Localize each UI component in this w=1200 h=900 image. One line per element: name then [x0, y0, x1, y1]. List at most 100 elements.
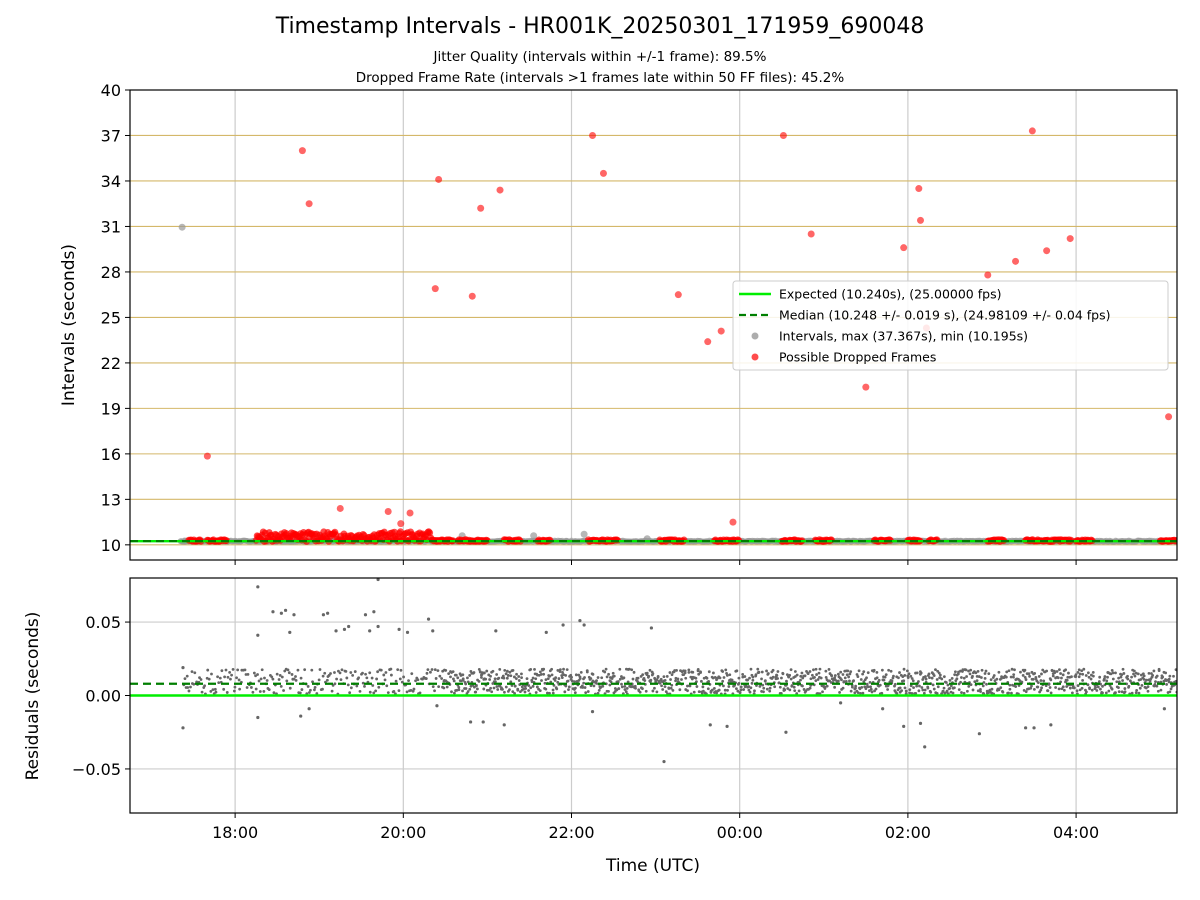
dropped-frame-point	[915, 185, 923, 193]
residual-point	[699, 671, 703, 674]
residual-point	[768, 686, 772, 690]
legend-dropped-swatch	[751, 353, 759, 361]
residual-point	[724, 668, 728, 672]
residual-point	[1036, 685, 1040, 689]
residual-point	[907, 672, 911, 676]
residual-point	[476, 687, 479, 691]
residual-point	[299, 714, 303, 718]
residual-point	[1012, 675, 1015, 679]
residual-point	[1078, 672, 1082, 676]
residual-point	[1021, 674, 1025, 677]
residual-point	[753, 689, 756, 693]
residual-point	[904, 692, 908, 695]
residual-point	[277, 678, 281, 681]
residual-point	[232, 689, 236, 693]
residual-point	[1122, 672, 1126, 675]
residual-point	[818, 667, 822, 671]
residual-point	[433, 668, 437, 672]
residual-point	[363, 684, 366, 688]
residual-point	[1161, 675, 1165, 679]
residual-point	[935, 678, 939, 681]
residual-point	[819, 676, 823, 680]
residual-point	[833, 674, 837, 677]
residual-point	[908, 688, 912, 691]
residual-point	[636, 680, 639, 683]
residual-point	[1024, 690, 1028, 694]
residual-point	[436, 669, 440, 673]
residual-point	[839, 670, 843, 674]
residual-point	[723, 688, 727, 692]
residual-point	[866, 671, 870, 675]
residual-point	[267, 688, 271, 692]
residual-point	[686, 684, 689, 688]
interval-point	[178, 223, 186, 231]
residual-point	[185, 674, 189, 678]
residual-point	[765, 669, 768, 673]
residual-point	[348, 691, 352, 695]
residual-point	[534, 691, 538, 694]
residual-point	[1117, 690, 1121, 694]
residual-point	[251, 690, 255, 694]
residual-point	[1155, 684, 1159, 688]
residual-point	[538, 689, 542, 693]
residual-point	[1059, 672, 1062, 675]
residual-point	[644, 689, 648, 693]
residual-point	[481, 720, 485, 724]
residual-point	[975, 674, 979, 678]
residual-point	[574, 673, 578, 677]
residual-point	[990, 687, 994, 691]
residual-point	[1152, 669, 1156, 673]
residual-point	[980, 676, 983, 679]
residual-point	[288, 630, 292, 634]
residual-point	[701, 685, 705, 689]
residual-point	[1049, 723, 1053, 727]
residual-point	[280, 675, 284, 679]
residual-point	[999, 686, 1003, 690]
residual-point	[223, 675, 227, 679]
residual-point	[192, 682, 196, 686]
residual-point	[748, 676, 751, 680]
residual-point	[620, 685, 624, 689]
residual-point	[923, 688, 927, 692]
residual-point	[887, 668, 891, 672]
residual-point	[663, 685, 667, 689]
residual-point	[694, 676, 698, 680]
residual-point	[909, 684, 913, 688]
residual-point	[1024, 678, 1028, 681]
residual-point	[747, 688, 751, 692]
residual-point	[906, 669, 909, 673]
residual-point	[880, 668, 884, 672]
residual-point	[645, 671, 649, 675]
residual-point	[480, 676, 483, 679]
x-tick-label: 18:00	[212, 823, 258, 842]
residual-point	[224, 668, 228, 672]
residual-point	[450, 690, 453, 694]
residual-point	[200, 690, 204, 694]
residual-point	[596, 691, 600, 695]
residual-point	[776, 677, 779, 680]
residual-point	[854, 686, 857, 690]
residual-point	[452, 679, 456, 683]
residual-point	[1061, 685, 1065, 689]
residual-point	[231, 667, 235, 671]
residual-point	[1085, 690, 1088, 694]
residual-point	[1077, 668, 1081, 672]
residual-point	[627, 667, 631, 671]
dropped-frame-point	[917, 216, 925, 224]
residual-point	[948, 686, 952, 690]
residual-point	[696, 669, 700, 673]
residual-point	[1022, 688, 1026, 692]
residual-point	[400, 680, 404, 684]
residual-point	[1065, 685, 1069, 688]
residual-point	[323, 671, 327, 675]
residual-point	[553, 679, 557, 682]
residual-point	[187, 689, 191, 693]
residual-point	[544, 687, 548, 691]
residual-point	[684, 676, 688, 680]
residual-point	[663, 678, 667, 682]
residual-point	[294, 678, 298, 682]
residual-point	[596, 676, 600, 679]
residual-point	[1138, 686, 1142, 690]
residual-point	[544, 630, 548, 634]
residual-point	[651, 672, 655, 676]
